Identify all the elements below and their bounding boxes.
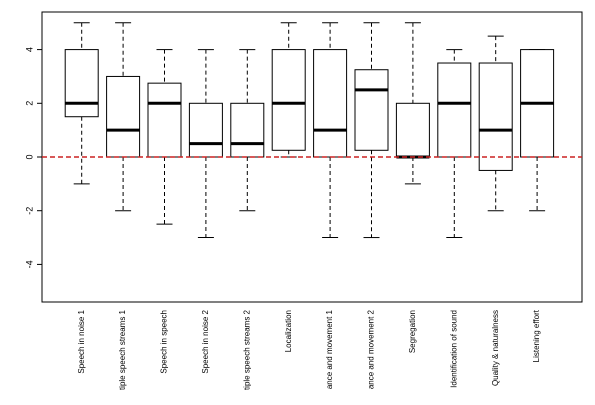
- x-tick-label: Speech in noise 2: [201, 309, 210, 373]
- x-tick-label: Localization: [284, 310, 293, 352]
- x-tick-label: Quality & naturalness: [491, 310, 500, 386]
- box-iqr: [230, 102, 265, 158]
- box-group: [478, 35, 513, 212]
- box-group: [395, 22, 430, 185]
- boxes-layer: [64, 22, 555, 239]
- x-axis-labels: Speech in noise 1 tiple speech streams 1 S…: [77, 309, 541, 390]
- box-iqr: [313, 49, 348, 158]
- x-tick-label: Listening effort: [532, 309, 541, 362]
- box-group: [354, 22, 389, 239]
- box-group: [271, 22, 306, 158]
- y-tick-label: 4: [24, 47, 34, 52]
- box-iqr: [478, 62, 513, 171]
- box-group: [520, 49, 555, 212]
- box-group: [106, 22, 141, 212]
- y-axis: -4 -2 0 2 4: [24, 47, 42, 268]
- x-tick-label: Speech in speech: [160, 310, 169, 374]
- y-tick-label: 0: [24, 154, 34, 159]
- x-tick-label: ance and movement 2: [367, 309, 376, 389]
- box-iqr: [64, 49, 99, 118]
- box-iqr: [188, 102, 223, 158]
- x-tick-label: tiple speech streams 1: [118, 309, 127, 390]
- y-tick-label: -2: [24, 207, 34, 215]
- box-group: [188, 49, 223, 239]
- box-iqr: [147, 82, 182, 158]
- x-tick-label: Segregation: [408, 310, 417, 353]
- box-iqr: [437, 62, 472, 158]
- box-iqr: [106, 75, 141, 158]
- x-tick-label: ance and movement 1: [325, 309, 334, 389]
- box-group: [313, 22, 348, 239]
- box-group: [147, 49, 182, 225]
- box-iqr: [395, 102, 430, 158]
- x-tick-label: Identification of sound: [449, 310, 458, 388]
- box-iqr: [354, 69, 389, 151]
- x-tick-label: Speech in noise 1: [77, 309, 86, 373]
- box-group: [64, 22, 99, 185]
- box-group: [437, 49, 472, 239]
- x-tick-label: tiple speech streams 2: [242, 309, 251, 390]
- y-tick-label: -4: [24, 260, 34, 268]
- y-tick-label: 2: [24, 101, 34, 106]
- box-group: [230, 49, 265, 212]
- box-iqr: [271, 49, 306, 151]
